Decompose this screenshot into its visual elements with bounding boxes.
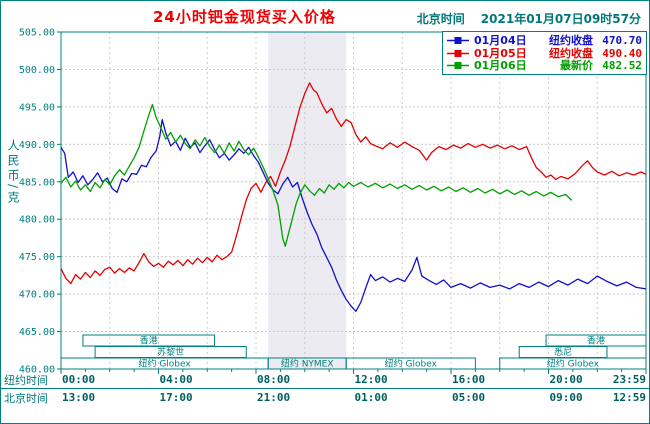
- session-label: 纽约 Globex: [138, 358, 191, 370]
- y-tick-label: 505.00: [19, 28, 55, 39]
- ny-time-label: 16:00: [452, 373, 485, 386]
- series-marker-icon: [447, 36, 469, 44]
- legend: 01月04日 纽约收盘 470.70 01月05日 纽约收盘 490.40 01…: [442, 31, 647, 75]
- ny-time-label: 20:00: [550, 373, 583, 386]
- ny-time-label: 00:00: [62, 373, 95, 386]
- y-tick-label: 460.00: [19, 365, 55, 376]
- series-marker-icon: [447, 49, 469, 57]
- legend-date: 01月06日: [474, 59, 527, 73]
- session-label: 纽约 Globex: [547, 358, 600, 370]
- bj-time-label: 21:00: [257, 391, 290, 404]
- series-line-jan06: [60, 103, 573, 247]
- session-label: 悉尼: [554, 346, 572, 358]
- y-tick-label: 475.00: [19, 252, 55, 263]
- bj-time-label: 05:00: [452, 391, 485, 404]
- session-label: 香港: [587, 335, 605, 347]
- y-tick-label: 465.00: [19, 327, 55, 338]
- ny-time-label: 08:00: [257, 373, 290, 386]
- bj-time-axis-name: 北京时间: [4, 392, 48, 405]
- legend-value: 470.70: [602, 33, 642, 47]
- bj-time-label: 13:00: [62, 391, 95, 404]
- session-label: 香港: [140, 335, 158, 347]
- y-axis-unit-label: 人民币/克: [6, 139, 20, 207]
- ny-time-label: 23:59: [613, 373, 646, 386]
- session-label: 纽约 Globex: [385, 358, 438, 370]
- beijing-clock: 北京时间 2021年01月07日09时57分: [417, 10, 641, 27]
- y-tick-label: 500.00: [19, 65, 55, 76]
- series-line-jan05: [60, 82, 647, 285]
- legend-value: 490.40: [602, 46, 642, 60]
- bj-time-label: 12:59: [613, 391, 646, 404]
- session-box: [345, 357, 476, 370]
- clock-label: 北京时间: [416, 12, 465, 26]
- legend-label: 最新价: [560, 59, 593, 73]
- session-box: [499, 357, 647, 370]
- ny-time-label: 04:00: [160, 373, 193, 386]
- clock-value: 2021年01月07日09时57分: [480, 12, 641, 26]
- y-tick-label: 495.00: [19, 102, 55, 113]
- bj-time-label: 09:00: [550, 391, 583, 404]
- bj-time-label: 17:00: [160, 391, 193, 404]
- legend-date: 01月05日: [474, 46, 527, 60]
- legend-label: 纽约收盘: [549, 46, 593, 60]
- y-tick-label: 480.00: [19, 215, 55, 226]
- session-label: 纽约 NYMEX: [281, 358, 334, 370]
- nymex-session-band: [268, 32, 347, 369]
- series-line-jan04: [60, 118, 647, 312]
- ny-time-label: 12:00: [355, 373, 388, 386]
- legend-date: 01月04日: [474, 33, 527, 47]
- session-label: 苏黎世: [157, 346, 184, 358]
- ny-time-axis-name: 纽约时间: [4, 374, 48, 387]
- legend-item-jan05: 01月05日 纽约收盘 490.40: [447, 48, 642, 59]
- legend-item-jan06: 01月06日 最新价 482.52: [447, 60, 642, 71]
- page-title: 24小时钯金现货买入价格: [153, 8, 336, 26]
- series-marker-icon: [447, 62, 469, 70]
- legend-item-jan04: 01月04日 纽约收盘 470.70: [447, 35, 642, 46]
- y-tick-label: 485.00: [19, 177, 55, 188]
- y-tick-label: 470.00: [19, 290, 55, 301]
- legend-label: 纽约收盘: [549, 33, 593, 47]
- y-tick-label: 490.00: [19, 140, 55, 151]
- bj-time-label: 01:00: [355, 391, 388, 404]
- legend-value: 482.52: [602, 59, 642, 73]
